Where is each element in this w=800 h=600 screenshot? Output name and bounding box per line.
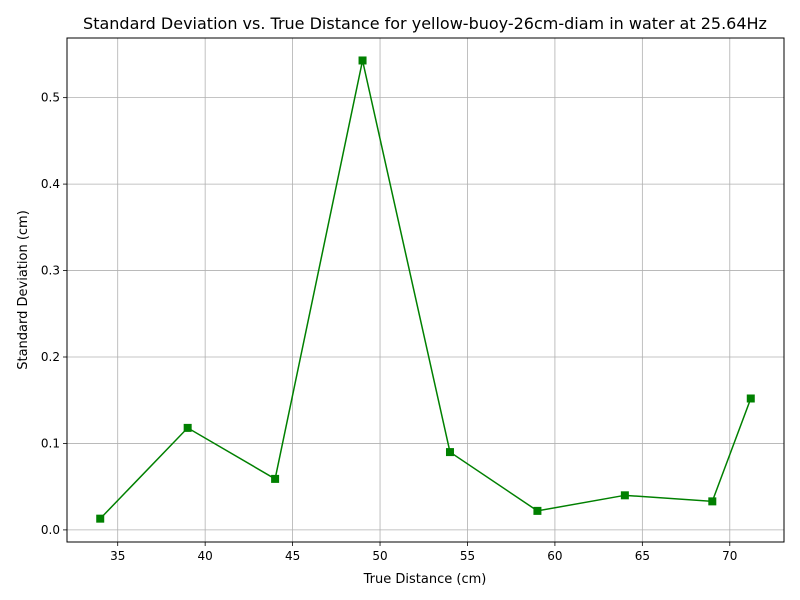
y-axis-label: Standard Deviation (cm) (16, 210, 31, 370)
x-tick-label: 65 (635, 549, 650, 563)
y-tick-label: 0.3 (41, 264, 60, 278)
y-tick-label: 0.0 (41, 523, 60, 537)
series (96, 56, 755, 523)
y-tick-label: 0.1 (41, 436, 60, 450)
y-axis-ticks: 0.0 0.1 0.2 0.3 0.4 0.5 (41, 91, 67, 537)
y-tick-label: 0.4 (41, 177, 60, 191)
data-point (533, 506, 542, 515)
data-point (620, 491, 629, 500)
x-axis-label: True Distance (cm) (363, 572, 487, 587)
x-tick-label: 35 (110, 549, 125, 563)
series-line (99, 60, 752, 520)
data-point (183, 423, 192, 432)
x-axis-ticks: 35 40 45 50 55 60 65 70 (110, 542, 737, 563)
plot-frame (66, 37, 785, 543)
data-point (445, 448, 454, 457)
x-tick-label: 70 (722, 549, 737, 563)
data-point (271, 474, 280, 483)
x-tick-label: 50 (372, 549, 387, 563)
x-tick-label: 45 (285, 549, 300, 563)
grid (67, 38, 784, 542)
data-point (708, 497, 717, 506)
chart-title: Standard Deviation vs. True Distance for… (83, 14, 767, 33)
y-tick-label: 0.5 (41, 91, 60, 105)
x-tick-label: 60 (547, 549, 562, 563)
data-point (358, 56, 367, 65)
x-tick-label: 40 (198, 549, 213, 563)
data-point (96, 514, 105, 523)
y-tick-label: 0.2 (41, 350, 60, 364)
data-point (746, 394, 755, 403)
x-tick-label: 55 (460, 549, 475, 563)
